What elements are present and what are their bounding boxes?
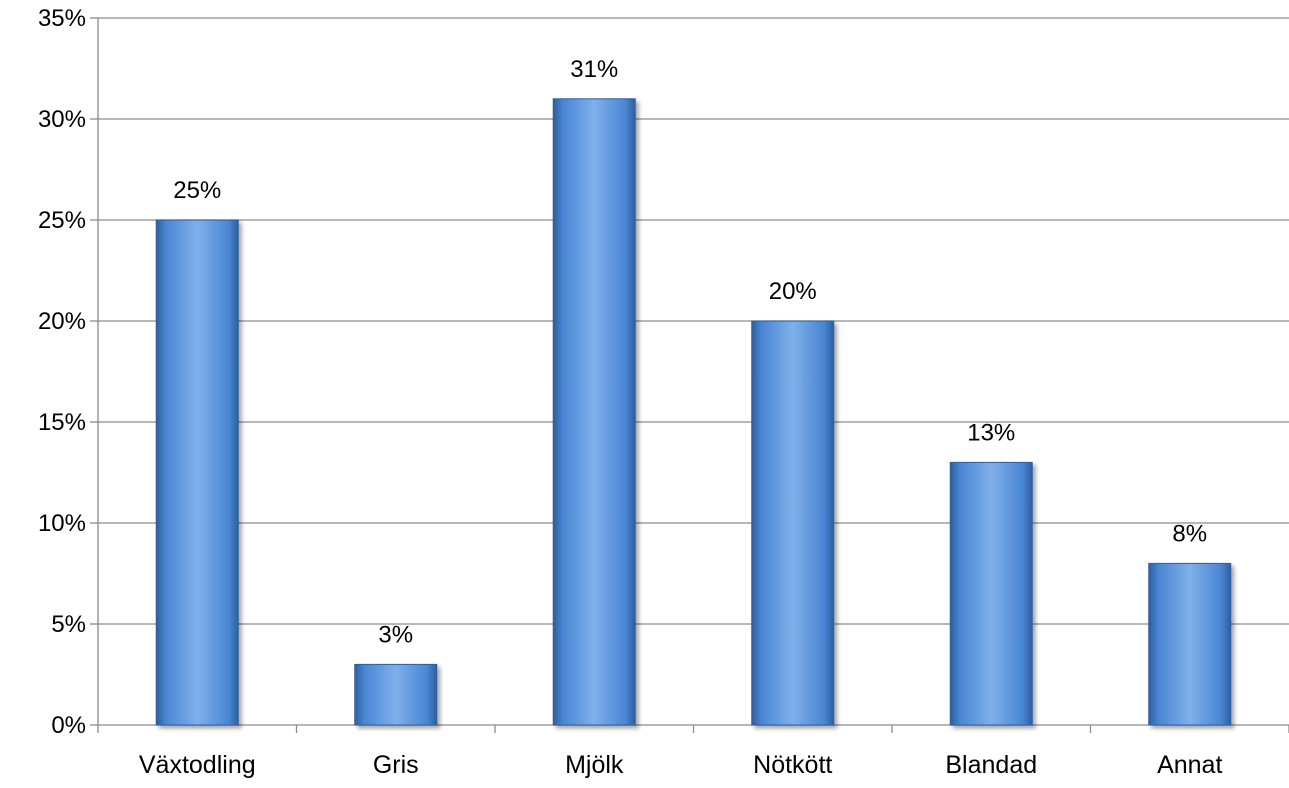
bar [949, 461, 1033, 726]
data-label: 20% [769, 278, 817, 305]
x-category-label: Blandad [945, 751, 1037, 779]
data-label: 13% [967, 419, 1015, 446]
y-tick-label: 25% [38, 207, 86, 234]
bars [155, 98, 1232, 726]
x-category-label: Nötkött [753, 751, 832, 779]
x-category-label: Mjölk [565, 751, 624, 779]
data-label: 3% [378, 621, 413, 648]
data-label: 25% [173, 177, 221, 204]
bar [552, 98, 636, 726]
x-category-label: Växtodling [139, 751, 256, 779]
labels: 0% 5% 10% 15% 20% 25% 30% 35% 25% Växtodling 3% Gri… [38, 5, 1223, 779]
data-label: 31% [570, 56, 618, 83]
y-tick-label: 5% [51, 611, 86, 638]
bar [354, 663, 438, 726]
x-category-label: Annat [1157, 751, 1222, 779]
y-tick-label: 10% [38, 510, 86, 537]
y-tick-label: 0% [51, 712, 86, 739]
y-tick-label: 20% [38, 308, 86, 335]
bar [1148, 562, 1232, 726]
y-tick-label: 30% [38, 106, 86, 133]
bar [155, 219, 239, 726]
y-tick-label: 15% [38, 409, 86, 436]
y-tick-label: 35% [38, 5, 86, 32]
axes [90, 17, 1289, 733]
data-label: 8% [1172, 520, 1207, 547]
gridlines [98, 17, 1289, 625]
bar [751, 320, 835, 726]
x-category-label: Gris [373, 751, 419, 779]
